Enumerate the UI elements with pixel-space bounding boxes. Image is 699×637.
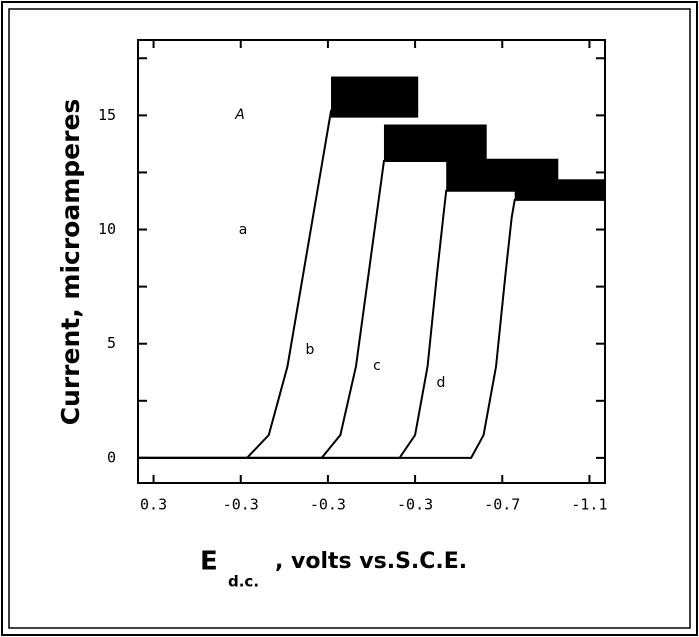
x-label-sub: d.c. [228,573,259,591]
curve-label: b [306,342,315,358]
x-label: E [200,547,218,577]
curve [138,160,487,459]
oscillation-band [383,124,487,162]
y-label: Current, microamperes [56,99,85,426]
curve [138,109,419,459]
y-tick-label: 10 [98,220,116,238]
x-tick-label: -1.1 [571,496,607,514]
curve [138,198,605,459]
x-tick-label: -0.3 [223,496,259,514]
y-tick-label: 15 [98,106,116,124]
oscillation-band [514,179,605,200]
x-tick-label: -0.7 [484,496,520,514]
y-tick-label: 0 [107,448,116,466]
x-label-rest: , volts vs.S.C.E. [275,549,467,574]
x-tick-label: -0.3 [397,496,433,514]
inner-frame [8,8,691,629]
x-tick-label: -0.3 [310,496,346,514]
curve-label: A [234,107,245,123]
plot-frame [137,39,606,484]
curve-label: c [373,358,381,374]
curve-label: a [239,222,248,238]
curve [138,189,559,459]
curve-label: d [437,375,446,391]
x-tick-label: 0.3 [140,496,167,514]
y-tick-label: 5 [107,334,116,352]
